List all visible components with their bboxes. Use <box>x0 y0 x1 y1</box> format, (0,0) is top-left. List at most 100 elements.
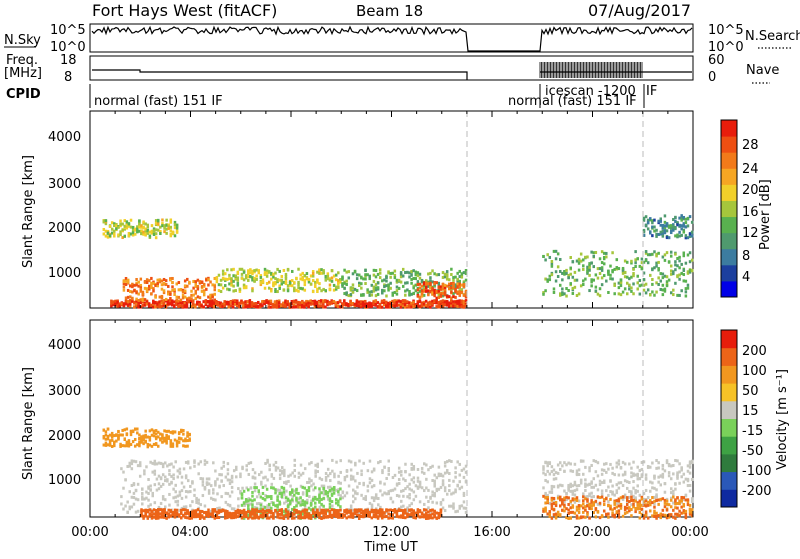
power-cell <box>209 280 212 283</box>
velocity-cell <box>322 505 325 508</box>
velocity-cell <box>582 492 585 495</box>
power-cell <box>173 293 176 296</box>
velocity-cell <box>164 475 167 478</box>
velocity-cell <box>551 517 554 520</box>
power-cell <box>586 255 589 258</box>
velocity-cell <box>590 464 593 467</box>
velocity-cell <box>662 464 665 467</box>
velocity-cell <box>120 495 123 498</box>
power-cell <box>197 287 200 290</box>
velocity-cell <box>555 477 558 480</box>
velocity-cell <box>331 505 334 508</box>
velocity-cell <box>318 495 321 498</box>
velocity-cell <box>302 472 305 475</box>
velocity-cell <box>176 509 179 512</box>
station-title: Fort Hays West (fitACF) <box>92 1 277 20</box>
power-cell <box>352 283 355 286</box>
velocity-cell <box>335 461 338 464</box>
power-cell <box>674 282 677 285</box>
velocity-cell <box>331 500 334 503</box>
velocity-cell <box>183 467 186 470</box>
nave-tick-bottom: 0 <box>708 70 716 85</box>
velocity-cell <box>601 493 604 496</box>
velocity-cell <box>310 504 313 507</box>
velocity-cell <box>413 468 416 471</box>
velocity-cell <box>162 465 165 468</box>
velocity-cell <box>331 459 334 462</box>
velocity-cell <box>687 498 690 501</box>
power-cell <box>167 285 170 288</box>
power-cell <box>649 293 652 296</box>
velocity-cell <box>147 492 150 495</box>
velocity-cell <box>191 482 194 485</box>
velocity-cell <box>222 465 225 468</box>
velocity-cell <box>172 488 175 491</box>
velocity-cell <box>222 461 225 464</box>
power-cell <box>379 272 382 275</box>
power-cell <box>343 287 346 290</box>
velocity-cell <box>578 468 581 471</box>
velocity-cell <box>444 486 447 489</box>
power-cell <box>150 277 153 280</box>
velocity-cell <box>154 470 157 473</box>
power-cell <box>368 275 371 278</box>
velocity-cell <box>404 470 407 473</box>
velocity-cell <box>660 516 663 519</box>
power-cell <box>237 271 240 274</box>
velocity-cell <box>172 445 175 448</box>
velocity-cell <box>590 480 593 483</box>
power-cell <box>140 278 143 281</box>
velocity-cell <box>229 504 232 507</box>
velocity-cell <box>141 502 144 505</box>
velocity-cell <box>421 486 424 489</box>
power-cell <box>438 273 441 276</box>
velocity-cell <box>559 461 562 464</box>
velocity-cell <box>344 494 347 497</box>
power-cell <box>674 253 677 256</box>
velocity-cell <box>129 490 132 493</box>
xtick-2400: 00:00 <box>671 525 708 540</box>
velocity-cell <box>557 472 560 475</box>
velocity-cell <box>601 515 604 518</box>
power-cell <box>645 250 648 253</box>
power-cell <box>657 252 660 255</box>
power-cell <box>394 276 397 279</box>
xtick-0000: 00:00 <box>71 525 108 540</box>
power-cell <box>119 233 122 236</box>
velocity-cell <box>333 488 336 491</box>
velocity-cell <box>408 483 411 486</box>
velocity-cell <box>653 477 656 480</box>
velocity-cell <box>442 475 445 478</box>
velocity-cell <box>354 479 357 482</box>
power-cell <box>255 275 258 278</box>
power-colorbar: Power [dB] 28 24 20 16 12 8 4 <box>721 120 773 298</box>
power-cell <box>128 222 131 225</box>
velocity-cell <box>605 462 608 465</box>
power-cell <box>603 262 606 265</box>
velocity-cell <box>463 500 466 503</box>
power-cell <box>691 231 694 234</box>
velocity-cell <box>444 509 447 512</box>
velocity-cell <box>339 509 342 512</box>
velocity-cell <box>181 489 184 492</box>
power-cell <box>601 283 604 286</box>
velocity-cell <box>141 492 144 495</box>
velocity-cell <box>197 472 200 475</box>
cpid-segment-1: normal (fast) 151 IF <box>94 94 223 109</box>
velocity-cell <box>254 489 256 492</box>
power-cell <box>649 230 652 233</box>
velocity-cell <box>611 485 614 488</box>
power-cell <box>601 266 604 269</box>
velocity-cell <box>220 495 223 498</box>
velocity-cell <box>425 478 428 481</box>
power-cell <box>234 289 237 292</box>
cpid-segment-4: IF <box>646 84 657 99</box>
power-cell <box>450 273 453 276</box>
velocity-cell <box>398 478 401 481</box>
velocity-cell <box>322 497 325 500</box>
vel-cb-label-50: 50 <box>742 384 759 399</box>
velocity-cell <box>544 510 547 513</box>
velocity-cell <box>377 503 380 506</box>
power-cell <box>651 221 654 224</box>
